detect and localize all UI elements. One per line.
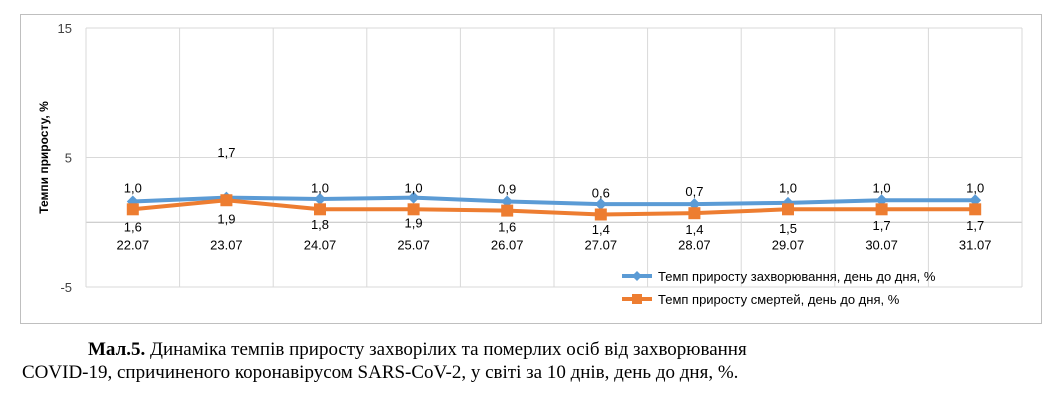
marker-infections — [501, 195, 514, 208]
line-chart: 15 5 -5 22.07 23.07 24.07 25.07 26.07 27.07 28.07… — [37, 21, 1023, 307]
legend-label-infections: Темп приросту захворювання, день до дня,… — [658, 269, 936, 284]
x-tick-label: 30.07 — [865, 237, 898, 252]
marker-infections — [594, 198, 607, 211]
marker-deaths — [407, 203, 420, 216]
data-label-deaths: 0,6 — [592, 185, 610, 200]
marker-deaths — [875, 203, 888, 216]
data-label-infections: 1,6 — [124, 220, 142, 235]
y-tick-label: -5 — [60, 280, 72, 295]
x-tick-label: 29.07 — [772, 237, 805, 252]
caption-line1: Динаміка темпів приросту захворілих та п… — [145, 339, 747, 360]
data-label-infections: 1,6 — [498, 220, 516, 235]
legend-marker-deaths — [632, 294, 642, 304]
marker-infections — [875, 194, 888, 207]
data-label-infections: 1,4 — [592, 222, 610, 237]
data-label-deaths: 0,7 — [685, 184, 703, 199]
data-label-infections: 1,9 — [405, 216, 423, 231]
x-tick-label: 26.07 — [491, 237, 524, 252]
data-label-infections: 1,7 — [873, 218, 891, 233]
x-tick-label: 22.07 — [117, 237, 150, 252]
x-tick-label: 27.07 — [585, 237, 618, 252]
x-tick-label: 31.07 — [959, 237, 992, 252]
data-label-deaths: 1,0 — [873, 180, 891, 195]
marker-deaths — [782, 203, 794, 216]
legend-label-deaths: Темп приросту смертей, день до дня, % — [658, 292, 900, 307]
marker-deaths — [594, 208, 607, 221]
caption-label: Мал.5. — [88, 339, 146, 360]
chart-frame — [20, 14, 1042, 324]
data-label-deaths: 1,0 — [779, 180, 797, 195]
marker-infections — [969, 194, 982, 207]
data-label-deaths: 1,0 — [311, 180, 329, 195]
marker-deaths — [314, 203, 326, 216]
legend-marker-infections — [632, 271, 642, 281]
data-label-deaths: 1,7 — [217, 145, 235, 160]
marker-infections — [407, 191, 420, 204]
data-label-infections: 1,5 — [779, 221, 797, 236]
y-tick-label: 5 — [65, 151, 72, 166]
data-label-infections: 1,8 — [311, 217, 329, 232]
y-tick-label: 15 — [58, 21, 72, 36]
marker-deaths — [688, 207, 701, 220]
data-label-infections: 1,9 — [217, 212, 235, 227]
data-label-deaths: 1,0 — [124, 180, 142, 195]
marker-deaths — [501, 204, 514, 217]
x-tick-label: 25.07 — [397, 237, 430, 252]
figure-caption: Мал.5. Динаміка темпів приросту захворіл… — [88, 338, 988, 361]
marker-infections — [314, 192, 326, 205]
series-line-infections — [132, 195, 976, 207]
marker-deaths — [126, 203, 139, 216]
caption-line2: COVID-19, спричиненого коронавірусом SAR… — [22, 362, 739, 383]
data-label-infections: 1,4 — [685, 222, 703, 237]
data-label-deaths: 0,9 — [498, 182, 516, 197]
series-line-deaths — [132, 198, 976, 217]
y-axis-title: Темпи приросту, % — [37, 101, 51, 214]
marker-infections — [688, 198, 701, 211]
data-label-deaths: 1,0 — [405, 180, 423, 195]
data-label-infections: 1,7 — [966, 218, 984, 233]
x-tick-label: 23.07 — [210, 237, 243, 252]
marker-deaths — [220, 194, 233, 207]
data-label-deaths: 1,0 — [966, 180, 984, 195]
marker-deaths — [969, 203, 982, 216]
x-tick-label: 28.07 — [678, 237, 711, 252]
x-tick-label: 24.07 — [304, 237, 337, 252]
